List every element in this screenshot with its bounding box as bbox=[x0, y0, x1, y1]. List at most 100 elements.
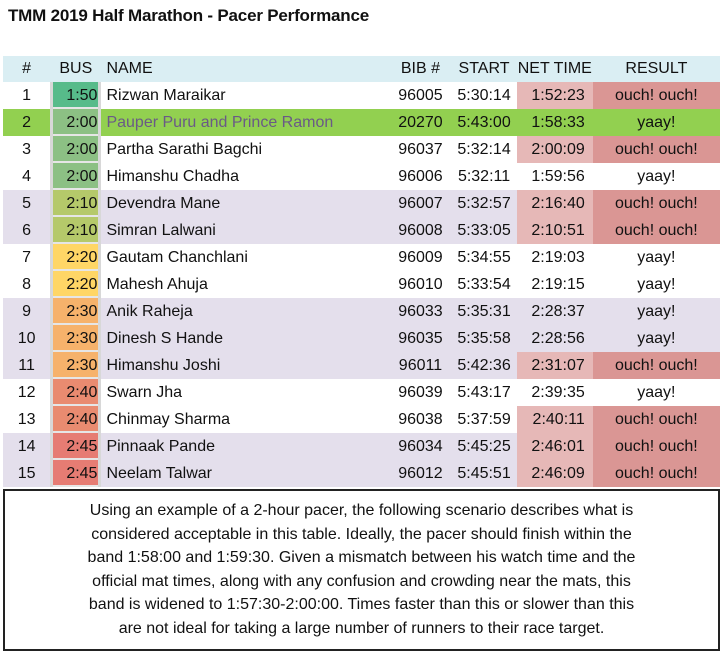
name-cell: Partha Sarathi Bagchi bbox=[106, 140, 263, 158]
name-cell: Mahesh Ahuja bbox=[106, 275, 208, 293]
row-number: 10 bbox=[3, 325, 51, 352]
name-cell: Himanshu Joshi bbox=[101, 352, 390, 379]
result-cell: ouch! ouch! bbox=[592, 82, 720, 109]
name-cell: Pauper Puru and Prince Ramon bbox=[101, 109, 390, 136]
start-cell: 5:42:36 bbox=[451, 352, 517, 379]
result-cell: yaay! bbox=[592, 109, 720, 136]
row-number: 7 bbox=[22, 248, 32, 266]
row-number: 13 bbox=[17, 410, 36, 428]
start-cell: 5:32:57 bbox=[451, 190, 517, 217]
bib-cell: 96006 bbox=[398, 167, 443, 185]
name-cell: Rizwan Maraikar bbox=[106, 86, 226, 104]
bus-cell: 2:10 bbox=[50, 190, 102, 217]
bus-cell: 2:30 bbox=[50, 352, 102, 379]
result-cell: ouch! ouch! bbox=[592, 460, 720, 487]
table-row: 14 2:45 Pinnaak Pande 96034 5:45:25 2:46:01 ou… bbox=[3, 433, 720, 460]
name-cell: Chinmay Sharma bbox=[106, 410, 231, 428]
net-time-cell: 2:31:07 bbox=[516, 352, 593, 379]
table-row: 6 2:10 Simran Lalwani 96008 5:33:05 2:10:51 ou… bbox=[3, 217, 720, 244]
net-time-cell: 2:39:35 bbox=[531, 383, 585, 401]
start-cell: 5:30:14 bbox=[457, 86, 511, 104]
net-time-cell: 1:58:33 bbox=[516, 109, 593, 136]
start-cell: 5:34:55 bbox=[457, 248, 511, 266]
row-number: 11 bbox=[3, 352, 51, 379]
bus-cell: 2:10 bbox=[50, 217, 102, 244]
result-cell: ouch! ouch! bbox=[592, 136, 720, 163]
row-number: 15 bbox=[3, 460, 51, 487]
row-number: 8 bbox=[22, 275, 32, 293]
net-time-cell: 2:19:03 bbox=[531, 248, 585, 266]
table-row: 15 2:45 Neelam Talwar 96012 5:45:51 2:46:09 ou… bbox=[3, 460, 720, 487]
header-bib: BIB # bbox=[389, 56, 452, 82]
row-number: 4 bbox=[22, 167, 32, 185]
explanation-note: Using an example of a 2-hour pacer, the … bbox=[3, 489, 720, 651]
row-number: 14 bbox=[3, 433, 51, 460]
bus-cell: 2:30 bbox=[50, 325, 102, 352]
name-cell: Simran Lalwani bbox=[101, 217, 390, 244]
header-row: # BUS NAME BIB # START NET TIME RESULT bbox=[3, 56, 720, 82]
bib-cell: 96037 bbox=[398, 140, 443, 158]
result-cell: yaay! bbox=[637, 167, 676, 185]
bib-cell: 96008 bbox=[389, 217, 452, 244]
table-row: 2 2:00 Pauper Puru and Prince Ramon 20270 5:… bbox=[3, 109, 720, 136]
result-cell: ouch! ouch! bbox=[592, 406, 720, 433]
row-number: 6 bbox=[3, 217, 51, 244]
net-time-cell: 1:59:56 bbox=[531, 167, 585, 185]
result-cell: ouch! ouch! bbox=[592, 352, 720, 379]
net-time-cell: 2:00:09 bbox=[516, 136, 593, 163]
name-cell: Pinnaak Pande bbox=[101, 433, 390, 460]
bib-cell: 96010 bbox=[398, 275, 443, 293]
note-line: official mat times, along with any confu… bbox=[92, 572, 631, 590]
header-start: START bbox=[451, 56, 517, 82]
start-cell: 5:45:25 bbox=[451, 433, 517, 460]
table-row: 5 2:10 Devendra Mane 96007 5:32:57 2:16:40 ouc… bbox=[3, 190, 720, 217]
bus-cell: 2:45 bbox=[50, 433, 102, 460]
net-time-cell: 1:52:23 bbox=[516, 82, 593, 109]
row-number: 9 bbox=[3, 298, 51, 325]
bus-cell: 2:00 bbox=[50, 109, 102, 136]
bus-cell: 2:30 bbox=[50, 298, 102, 325]
note-line: Using an example of a 2-hour pacer, the … bbox=[89, 502, 634, 519]
table-row: 9 2:30 Anik Raheja 96033 5:35:31 2:28:37 yaay! bbox=[3, 298, 720, 325]
name-cell: Neelam Talwar bbox=[101, 460, 390, 487]
bib-cell: 96039 bbox=[398, 383, 443, 401]
bib-cell: 96011 bbox=[389, 352, 452, 379]
bib-cell: 96035 bbox=[389, 325, 452, 352]
bib-cell: 96012 bbox=[389, 460, 452, 487]
result-cell: yaay! bbox=[592, 325, 720, 352]
bib-cell: 96007 bbox=[389, 190, 452, 217]
bib-cell: 96009 bbox=[398, 248, 443, 266]
net-time-cell: 2:28:37 bbox=[516, 298, 593, 325]
bus-cell: 2:40 bbox=[50, 379, 102, 406]
start-cell: 5:43:17 bbox=[457, 383, 511, 401]
bus-cell: 2:20 bbox=[50, 271, 102, 298]
table-row: 11 2:30 Himanshu Joshi 96011 5:42:36 2:31:07 o… bbox=[3, 352, 720, 379]
result-cell: yaay! bbox=[637, 275, 676, 293]
bus-cell: 2:45 bbox=[50, 460, 102, 487]
name-cell: Gautam Chanchlani bbox=[106, 248, 248, 266]
table-row: 8 2:20 Mahesh Ahuja 96010 5:33:54 2:19:15 yaay… bbox=[3, 271, 720, 298]
pacer-table: # BUS NAME BIB # START NET TIME RESULT 1… bbox=[3, 56, 720, 487]
net-time-cell: 2:19:15 bbox=[531, 275, 585, 293]
note-line: are not ideal for taking a large number … bbox=[118, 619, 605, 637]
result-cell: ouch! ouch! bbox=[592, 190, 720, 217]
table-row: 7 2:20 Gautam Chanchlani 96009 5:34:55 2:19:0… bbox=[3, 244, 720, 271]
row-number: 3 bbox=[22, 140, 32, 158]
note-line: considered acceptable in this table. Ide… bbox=[91, 525, 632, 543]
start-cell: 5:35:58 bbox=[451, 325, 517, 352]
net-time-cell: 2:46:01 bbox=[516, 433, 593, 460]
net-time-cell: 2:46:09 bbox=[516, 460, 593, 487]
start-cell: 5:32:14 bbox=[457, 140, 511, 158]
bib-cell: 96033 bbox=[389, 298, 452, 325]
net-time-cell: 2:40:11 bbox=[516, 406, 593, 433]
net-time-cell: 2:16:40 bbox=[516, 190, 593, 217]
header-net-time: NET TIME bbox=[516, 56, 593, 82]
bus-cell: 2:00 bbox=[50, 136, 102, 163]
row-number: 2 bbox=[3, 109, 51, 136]
start-cell: 5:37:59 bbox=[457, 410, 511, 428]
net-time-cell: 2:28:56 bbox=[516, 325, 593, 352]
bib-cell: 96005 bbox=[398, 86, 443, 104]
bib-cell: 20270 bbox=[389, 109, 452, 136]
table-row: 1 1:50 Rizwan Maraikar 96005 5:30:14 1:52:23 o… bbox=[3, 82, 720, 109]
bus-cell: 2:00 bbox=[50, 163, 102, 190]
